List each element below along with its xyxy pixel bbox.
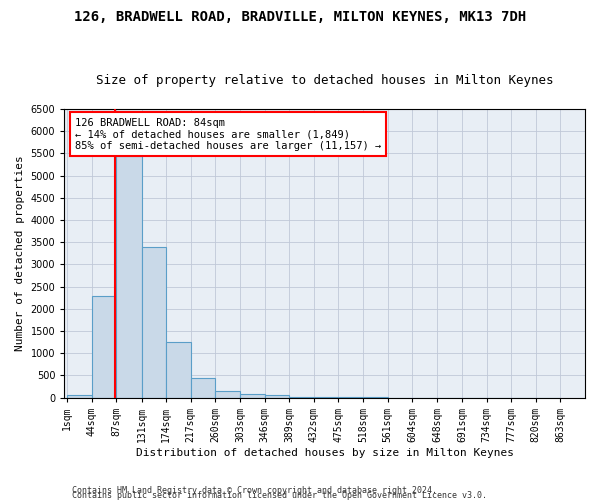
Bar [92, 296, 116, 398]
Bar [191, 378, 215, 398]
X-axis label: Distribution of detached houses by size in Milton Keynes: Distribution of detached houses by size … [136, 448, 514, 458]
Y-axis label: Number of detached properties: Number of detached properties [15, 156, 25, 351]
Bar [289, 397, 314, 398]
Text: Contains HM Land Registry data © Crown copyright and database right 2024.: Contains HM Land Registry data © Crown c… [72, 486, 437, 495]
Text: 126 BRADWELL ROAD: 84sqm
← 14% of detached houses are smaller (1,849)
85% of sem: 126 BRADWELL ROAD: 84sqm ← 14% of detach… [75, 118, 381, 151]
Bar [166, 342, 191, 398]
Text: 126, BRADWELL ROAD, BRADVILLE, MILTON KEYNES, MK13 7DH: 126, BRADWELL ROAD, BRADVILLE, MILTON KE… [74, 10, 526, 24]
Bar [240, 394, 265, 398]
Text: Contains public sector information licensed under the Open Government Licence v3: Contains public sector information licen… [72, 490, 487, 500]
Bar [116, 156, 142, 398]
Bar [142, 246, 166, 398]
Bar [265, 396, 289, 398]
Title: Size of property relative to detached houses in Milton Keynes: Size of property relative to detached ho… [96, 74, 553, 87]
Bar [67, 396, 92, 398]
Bar [215, 391, 240, 398]
